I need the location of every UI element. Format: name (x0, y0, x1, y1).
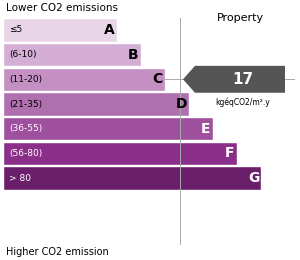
Bar (3, 117, 213, 140)
Text: F: F (225, 146, 234, 160)
Text: C: C (152, 72, 163, 86)
Bar (3, 142, 237, 165)
Text: A: A (104, 23, 115, 37)
Text: B: B (128, 48, 139, 62)
Text: G: G (248, 171, 259, 185)
Text: D: D (176, 97, 187, 111)
Polygon shape (183, 66, 285, 93)
Text: kgéqCO2/m².y: kgéqCO2/m².y (216, 98, 270, 107)
Text: (21-35): (21-35) (9, 100, 42, 108)
Bar (3, 18, 117, 42)
Bar (3, 43, 141, 66)
Text: > 80: > 80 (9, 174, 31, 183)
Text: (56-80): (56-80) (9, 149, 42, 158)
Text: ≤5: ≤5 (9, 25, 22, 34)
Text: 17: 17 (232, 72, 254, 87)
Bar (3, 68, 165, 91)
Bar (3, 166, 261, 190)
Text: (6-10): (6-10) (9, 50, 37, 59)
Text: (36-55): (36-55) (9, 124, 42, 133)
Text: Lower CO2 emissions: Lower CO2 emissions (6, 3, 118, 12)
Text: Property: Property (216, 13, 264, 23)
Text: E: E (201, 122, 210, 136)
Bar (3, 92, 189, 116)
Text: Higher CO2 emission: Higher CO2 emission (6, 248, 109, 257)
Text: (11-20): (11-20) (9, 75, 42, 84)
